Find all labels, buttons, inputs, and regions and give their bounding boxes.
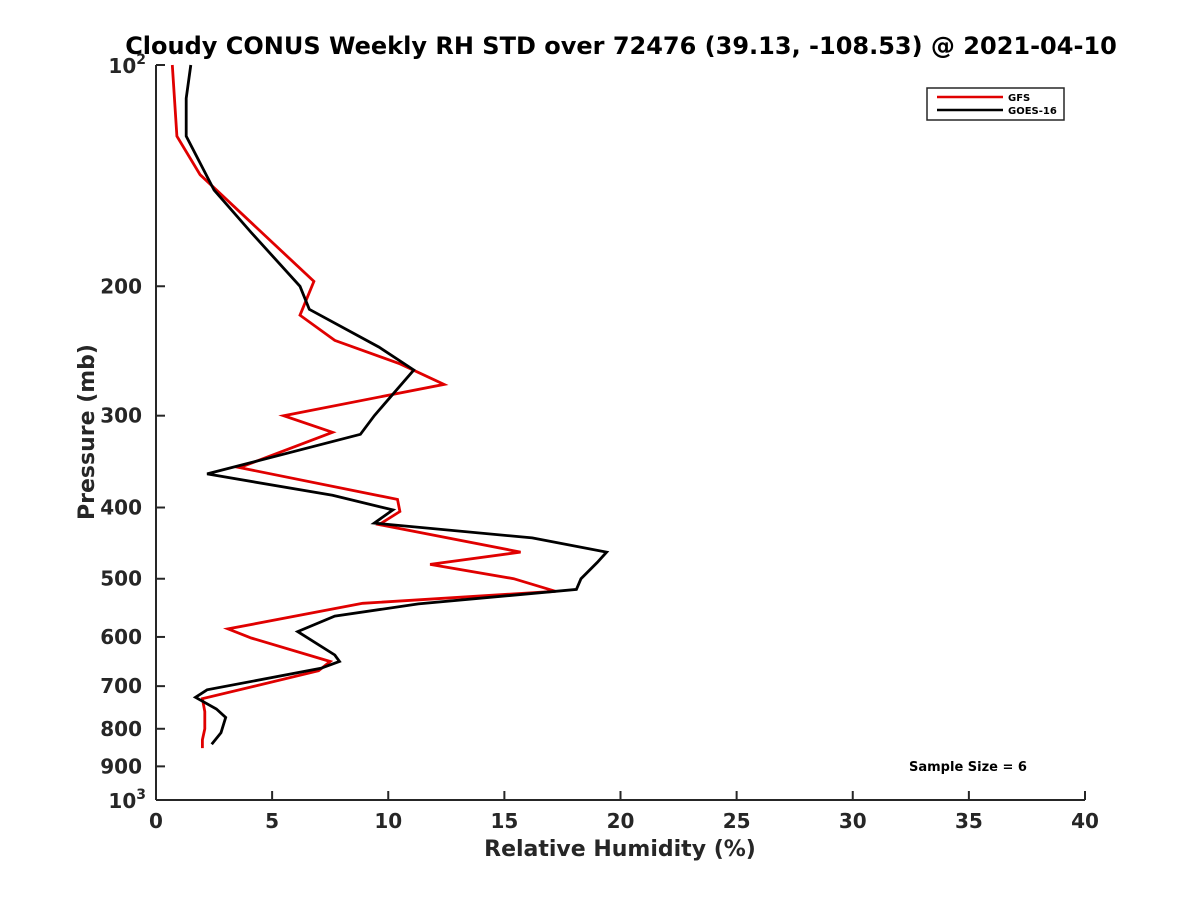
x-axis-label: Relative Humidity (%): [484, 837, 756, 862]
legend-box: [926, 87, 1065, 121]
chart-title: Cloudy CONUS Weekly RH STD over 72476 (3…: [125, 32, 1117, 60]
x-tick-label: 35: [955, 809, 983, 833]
y-tick-label: 400: [100, 496, 142, 520]
y-tick-label: 700: [100, 674, 142, 698]
y-tick-label: 300: [100, 404, 142, 428]
legend-label-gfs: GFS: [1008, 93, 1030, 104]
sample-size-annotation: Sample Size = 6: [909, 760, 1027, 775]
y-tick-label: 600: [100, 625, 142, 649]
y-tick-exponent: 2: [136, 52, 146, 68]
x-axis-ticks: 0 5 10 15 20 25 30 35 40: [149, 791, 1099, 833]
plot-area: [156, 65, 1085, 800]
y-tick-label: 500: [100, 567, 142, 591]
y-axis-label: Pressure (mb): [75, 344, 100, 520]
y-tick-label: 102: [108, 52, 146, 78]
series-line-goes-16: [184, 64, 610, 746]
y-tick-base: 10: [108, 789, 136, 813]
chart-legend: GFS GOES-16: [926, 87, 1065, 121]
x-tick-label: 15: [490, 809, 518, 833]
series-layer: [170, 64, 610, 749]
x-tick-label: 20: [607, 809, 635, 833]
x-tick-label: 40: [1071, 809, 1099, 833]
x-tick-label: 0: [149, 809, 163, 833]
x-tick-label: 30: [839, 809, 867, 833]
y-tick-label: 900: [100, 754, 142, 778]
y-tick-label: 800: [100, 717, 142, 741]
x-tick-label: 5: [265, 809, 279, 833]
y-tick-base: 10: [108, 54, 136, 78]
x-tick-label: 25: [723, 809, 751, 833]
x-tick-label: 10: [374, 809, 402, 833]
legend-label-goes16: GOES-16: [1008, 106, 1057, 117]
y-tick-label: 103: [108, 787, 146, 813]
y-tick-label: 200: [100, 274, 142, 298]
y-tick-exponent: 3: [136, 787, 146, 803]
